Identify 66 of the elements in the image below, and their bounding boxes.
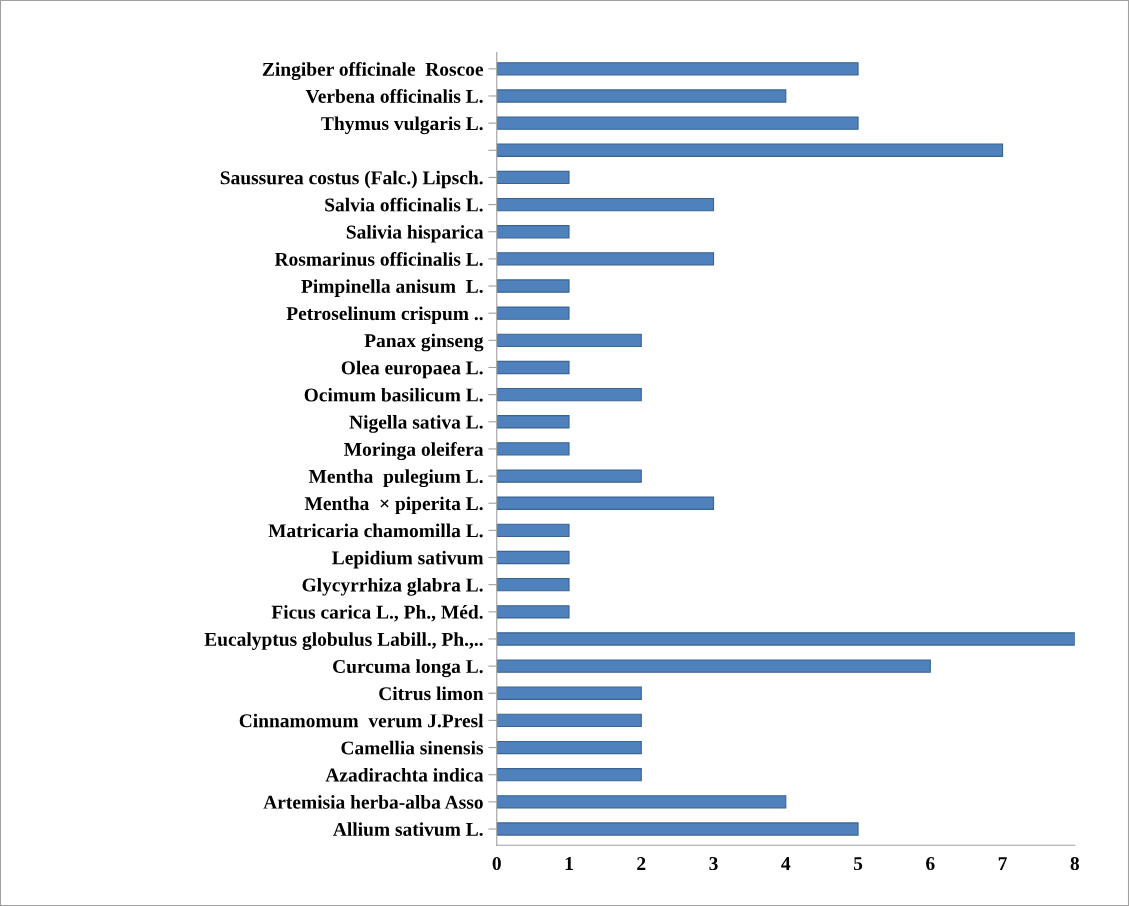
y-tick-label: Petroselinum crispum .. [286,306,483,325]
x-tick-label: 1 [565,857,573,870]
x-tick-label: 7 [998,857,1007,870]
bar [496,550,570,565]
y-tick-label: Camellia sinensis [341,740,484,755]
bar [496,116,859,130]
bar [496,469,642,483]
y-tick-label: Nigella sativa L. [349,415,483,433]
y-tick-label: Ficus carica L., Ph., Méd. [271,605,483,622]
bar [496,170,570,185]
bar [496,415,570,429]
x-tick-label: 6 [926,857,935,871]
y-tick-label: Allium sativum L. [333,822,483,837]
y-tick-label: Rosmarinus officinalis L. [274,251,483,266]
bar [496,768,642,782]
x-tick-label: 8 [1070,856,1080,871]
bar [496,197,715,212]
y-tick-label: Thymus vulgaris L. [321,116,483,135]
bar [496,523,570,538]
bar [496,252,715,266]
y-tick-label: Salivia hisparica [346,224,484,243]
y-tick-label: Mentha × piperita L. [304,496,483,515]
bar [496,822,859,836]
bar [496,62,859,76]
y-tick-label: Citrus limon [379,686,484,701]
bar [496,387,642,402]
bar [496,659,931,673]
bar [496,740,642,755]
bar [496,143,1004,157]
y-tick-label: Olea europaea L. [341,360,483,379]
bar [496,686,642,700]
y-tick-label: Verbena officinalis L. [305,89,483,104]
x-tick-label: 5 [853,857,863,871]
y-tick-label: Mentha pulegium L. [308,469,483,488]
y-tick-label: Lepidium sativum [332,550,484,569]
bar [496,442,570,456]
bar [496,578,570,592]
bar [496,360,570,375]
bar [496,713,642,728]
y-tick-label: Salvia officinalis L. [325,197,483,212]
y-tick-label: Artemisia herba-alba Asso [263,795,483,809]
bar [496,632,1075,646]
x-tick-label: 2 [637,857,646,870]
y-tick-label: Matricaria chamomilla L. [268,523,483,538]
bar [496,333,642,347]
y-tick-label: Cinnamomum verum J.Presl [239,713,484,728]
bar [496,225,570,239]
y-tick-label: Saussurea costus (Falc.) Lipsch. [220,170,483,189]
bar [496,496,715,510]
x-tick-label: 0 [492,856,501,871]
y-tick-label: Ocimum basilicum L. [304,387,483,402]
y-tick-label: Curcuma longa L. [333,659,483,678]
x-tick-label: 3 [709,857,718,871]
y-tick-label: Azadirachta indica [325,767,484,782]
y-tick-label: Eucalyptus globulus Labill., Ph.,.. [204,632,483,651]
bar [496,306,570,320]
bar [496,795,787,809]
y-tick-label: Pimpinella anisum L. [301,279,483,297]
bar [496,605,570,619]
x-tick-label: 4 [781,857,791,870]
y-tick-label: Glycyrrhiza glabra L. [302,577,483,596]
y-tick-label: Zingiber officinale Roscoe [262,61,484,80]
bar [496,279,570,293]
y-tick-label: Moringa oleifera [344,442,484,461]
bar [496,89,787,103]
y-tick-label: Panax ginseng [364,333,484,352]
